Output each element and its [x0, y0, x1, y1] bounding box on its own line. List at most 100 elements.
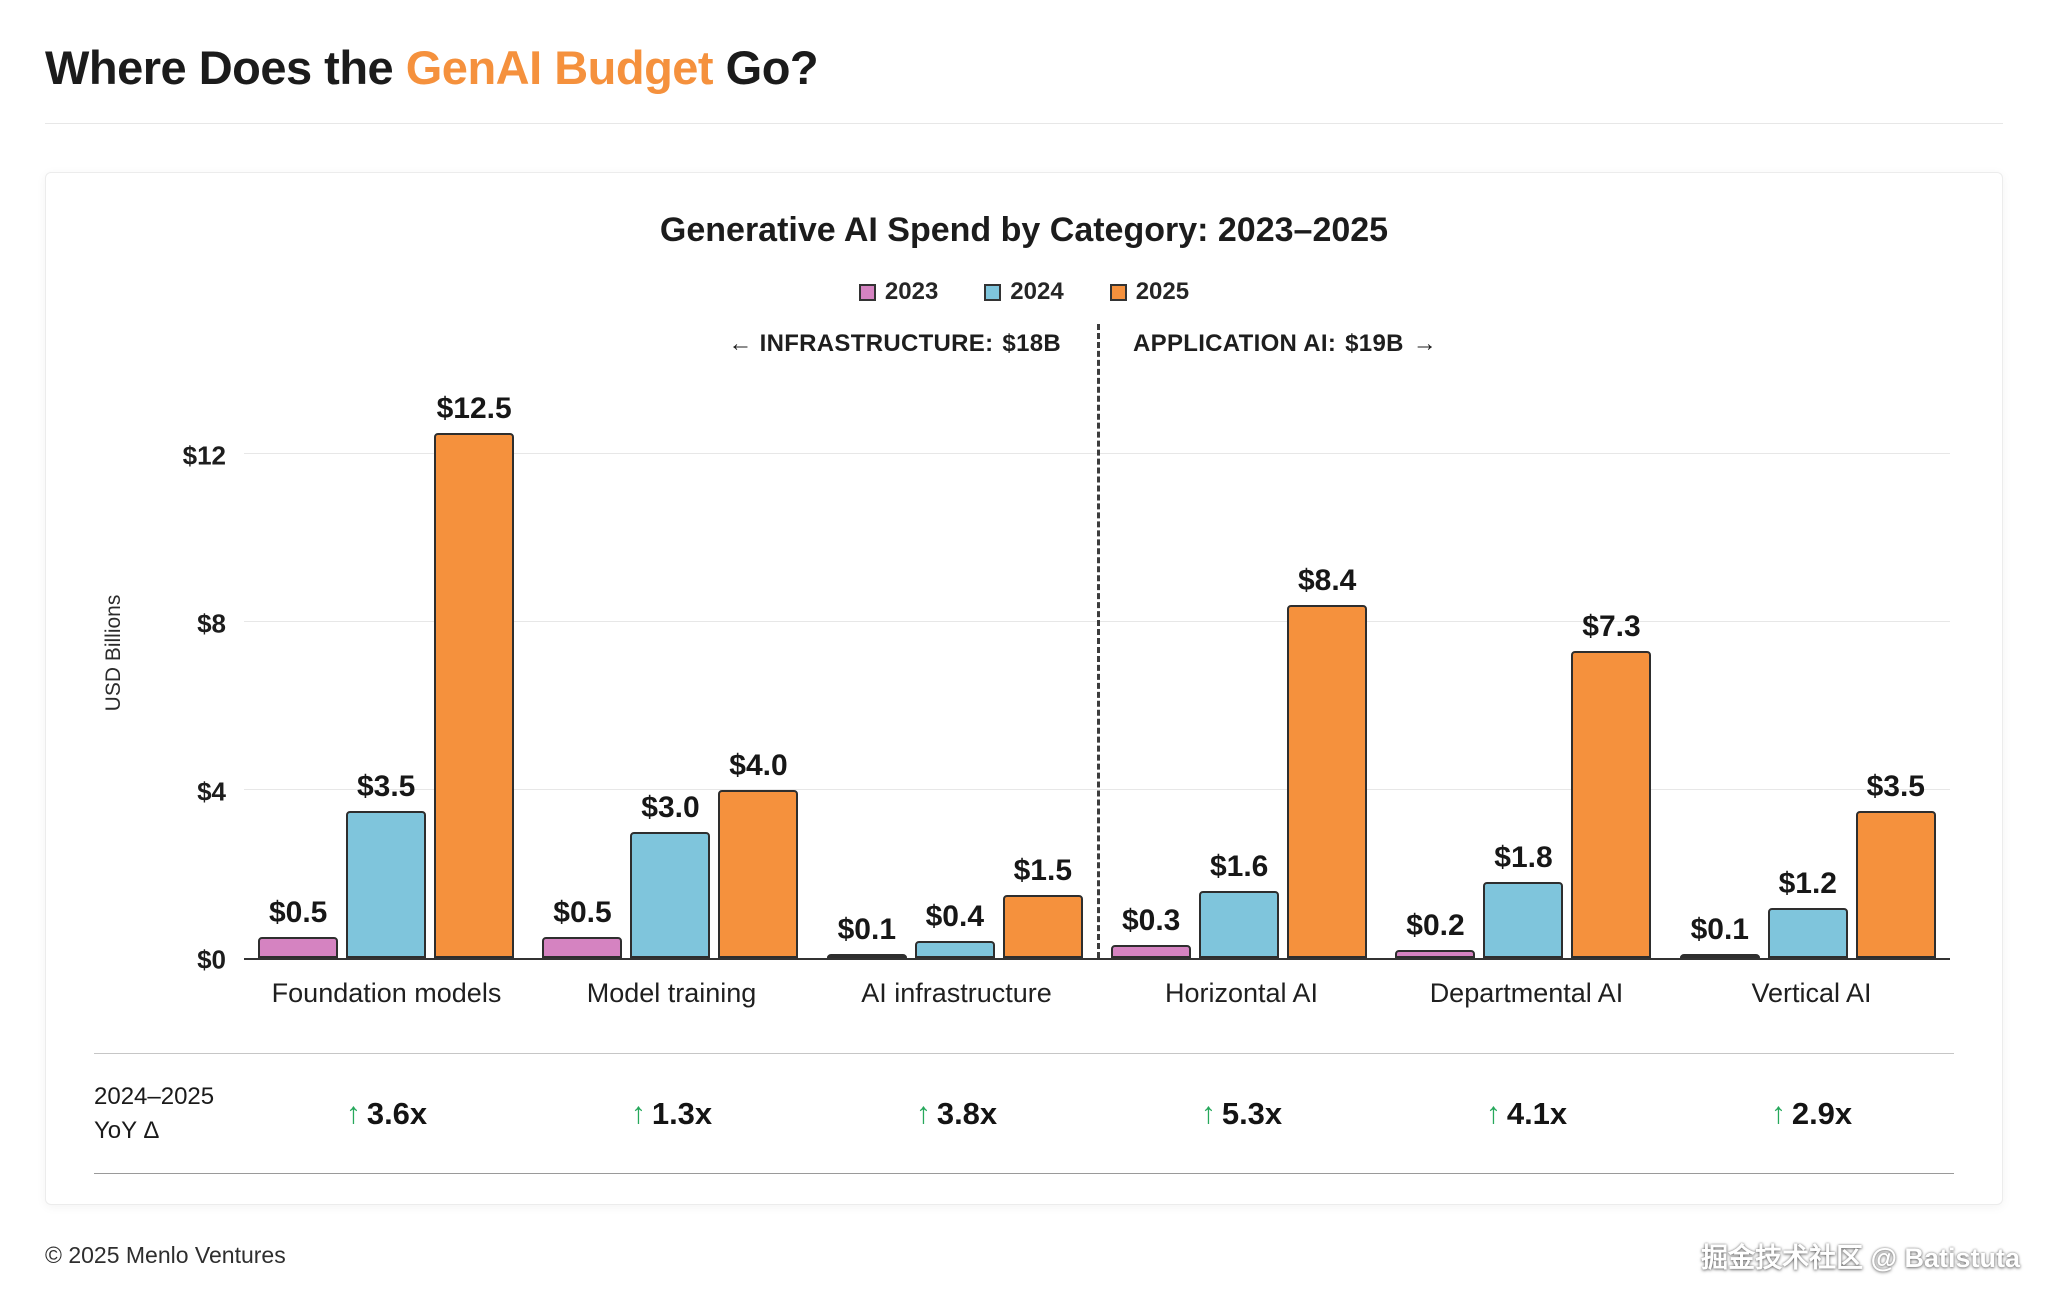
- yoy-cell-model-training: ↑ 1.3x: [529, 1096, 814, 1132]
- bar-value-2025-model-training: $4.0: [729, 749, 788, 782]
- legend-swatch-2025: [1109, 283, 1127, 301]
- yoy-label: 2024–2025 YoY Δ: [94, 1080, 244, 1147]
- footer: © 2025 Menlo Ventures 掘金技术社区 @ Batistuta: [45, 1236, 2020, 1275]
- bar-group-departmental-ai: $0.2 $1.8 $7.3: [1381, 320, 1665, 958]
- bar-groups: $0.5 $3.5 $12.5 $0.5 $3.0 $4.0 $0.1 $0.4 $1.5 $0.…: [244, 320, 1950, 958]
- x-axis-label-ai-infrastructure: AI infrastructure: [861, 978, 1052, 1008]
- bar-group-vertical-ai: $0.1 $1.2 $3.5: [1666, 320, 1950, 958]
- bar-2024-horizontal-ai: $1.6: [1199, 850, 1280, 958]
- y-tick-label-4: $4: [197, 776, 226, 807]
- chart-title: Generative AI Spend by Category: 2023–20…: [659, 211, 1389, 249]
- yoy-row: 2024–2025 YoY Δ ↑ 3.6x ↑ 1.3x ↑ 3.8x ↑ 5.3x ↑ 4.1…: [94, 1053, 1954, 1175]
- yoy-value-departmental-ai: 4.1x: [1506, 1095, 1568, 1131]
- yoy-cell-foundation-models: ↑ 3.6x: [244, 1096, 529, 1132]
- yoy-value-foundation-models: 3.6x: [366, 1095, 428, 1131]
- bar-value-2023-vertical-ai: $0.1: [1690, 912, 1749, 946]
- chart-card: Generative AI Spend by Category: 2023–20…: [45, 172, 2003, 1206]
- up-arrow-icon: ↑: [1770, 1096, 1786, 1130]
- yoy-value-vertical-ai: 2.9x: [1791, 1095, 1853, 1131]
- annotation-application: APPLICATION AI: $19B →: [1133, 330, 1437, 358]
- y-axis-ticks: $0 $4 $8 $12: [94, 320, 244, 975]
- legend-swatch-2024: [984, 283, 1002, 301]
- bar-value-2025-departmental-ai: $7.3: [1582, 610, 1641, 644]
- bar-2025-departmental-ai: $7.3: [1571, 610, 1652, 958]
- yoy-cell-departmental-ai: ↑ 4.1x: [1384, 1096, 1669, 1132]
- legend-label-2023: 2023: [884, 278, 939, 305]
- up-arrow-icon: ↑: [1485, 1096, 1501, 1130]
- bar-2023-vertical-ai: $0.1: [1679, 913, 1760, 958]
- up-arrow-icon: ↑: [1200, 1096, 1216, 1130]
- bar-2024-vertical-ai: $1.2: [1767, 867, 1848, 958]
- bar-value-2023-ai-infrastructure: $0.1: [837, 912, 897, 946]
- yoy-label-line1: 2024–2025: [94, 1083, 215, 1110]
- legend-item-2024: 2024: [984, 278, 1064, 306]
- x-labels: Foundation models Model training AI infras…: [244, 960, 1954, 1009]
- yoy-value-horizontal-ai: 5.3x: [1221, 1095, 1283, 1131]
- legend-label-2024: 2024: [1010, 278, 1064, 305]
- yoy-cell-vertical-ai: ↑ 2.9x: [1669, 1096, 1954, 1132]
- x-axis-label-foundation-models: Foundation models: [271, 978, 502, 1008]
- bar-2025-model-training: $4.0: [718, 749, 799, 958]
- annotation-application-label: APPLICATION AI:: [1133, 330, 1337, 357]
- bar-2025-horizontal-ai: $8.4: [1287, 564, 1368, 958]
- section-divider-dashed: [1097, 324, 1100, 958]
- bar-value-2025-horizontal-ai: $8.4: [1297, 564, 1357, 598]
- x-axis-label-model-training: Model training: [586, 978, 757, 1008]
- annotation-infrastructure: ← INFRASTRUCTURE: $18B: [728, 330, 1061, 358]
- x-axis-label-horizontal-ai: Horizontal AI: [1164, 978, 1319, 1008]
- annotation-infrastructure-value: $18B: [1002, 330, 1061, 357]
- legend-swatch-2023: [858, 283, 876, 301]
- bar-group-foundation-models: $0.5 $3.5 $12.5: [244, 320, 528, 958]
- bar-2023-horizontal-ai: $0.3: [1111, 904, 1192, 958]
- legend-label-2025: 2025: [1135, 278, 1190, 305]
- yoy-cell-horizontal-ai: ↑ 5.3x: [1099, 1096, 1384, 1132]
- bar-group-horizontal-ai: $0.3 $1.6 $8.4: [1097, 320, 1381, 958]
- bar-value-2025-vertical-ai: $3.5: [1866, 770, 1925, 803]
- bar-2024-foundation-models: $3.5: [346, 770, 427, 958]
- page-title-suffix: Go?: [713, 41, 819, 94]
- up-arrow-icon: ↑: [915, 1096, 931, 1130]
- yoy-label-line2: YoY Δ: [94, 1116, 160, 1144]
- annotation-application-value: $19B: [1345, 330, 1404, 357]
- bar-2024-model-training: $3.0: [630, 791, 711, 958]
- title-divider: [45, 123, 2003, 124]
- bar-value-2024-model-training: $3.0: [641, 791, 700, 824]
- y-tick-label-12: $12: [182, 440, 226, 471]
- x-axis-label-departmental-ai: Departmental AI: [1429, 978, 1624, 1008]
- y-tick-label-0: $0: [197, 944, 226, 975]
- bar-value-2023-foundation-models: $0.5: [268, 896, 328, 929]
- bar-value-2024-vertical-ai: $1.2: [1778, 866, 1837, 900]
- watermark: 掘金技术社区 @ Batistuta: [1701, 1243, 2020, 1273]
- legend: 2023 2024 2025: [94, 278, 1954, 306]
- bar-2023-foundation-models: $0.5: [258, 896, 339, 958]
- up-arrow-icon: ↑: [630, 1096, 646, 1130]
- bar-group-model-training: $0.5 $3.0 $4.0: [528, 320, 812, 958]
- page-title-accent: GenAI Budget: [405, 41, 714, 94]
- bar-value-2025-ai-infrastructure: $1.5: [1013, 854, 1073, 887]
- yoy-value-ai-infrastructure: 3.8x: [936, 1095, 998, 1131]
- page-title-prefix: Where Does the: [45, 41, 406, 94]
- plot-row: USD Billions $0 $4 $8 $12 ← INFRASTRUCTURE:…: [94, 320, 1954, 975]
- y-axis: USD Billions $0 $4 $8 $12: [94, 320, 244, 975]
- bar-value-2024-ai-infrastructure: $0.4: [925, 900, 985, 934]
- yoy-value-model-training: 1.3x: [651, 1095, 713, 1131]
- bar-2024-departmental-ai: $1.8: [1483, 841, 1564, 958]
- bar-value-2025-foundation-models: $12.5: [436, 392, 512, 425]
- bar-value-2023-departmental-ai: $0.2: [1406, 908, 1465, 942]
- y-tick-label-8: $8: [197, 608, 226, 639]
- bar-2025-ai-infrastructure: $1.5: [1002, 854, 1083, 958]
- bar-value-2024-horizontal-ai: $1.6: [1209, 849, 1269, 883]
- page: Where Does the GenAI Budget Go? Generati…: [45, 28, 2003, 1206]
- legend-item-2023: 2023: [858, 278, 939, 306]
- annotation-infrastructure-label: ← INFRASTRUCTURE:: [728, 330, 994, 357]
- yoy-cell-ai-infrastructure: ↑ 3.8x: [814, 1096, 1099, 1132]
- right-arrow-icon: →: [1412, 330, 1438, 357]
- bar-value-2024-foundation-models: $3.5: [356, 770, 416, 803]
- bar-2024-ai-infrastructure: $0.4: [914, 900, 995, 958]
- plot-area: ← INFRASTRUCTURE: $18B APPLICATION AI: $19…: [244, 320, 1950, 960]
- page-title: Where Does the GenAI Budget Go?: [45, 28, 2003, 123]
- yoy-values: ↑ 3.6x ↑ 1.3x ↑ 3.8x ↑ 5.3x ↑ 4.1x ↑ 2.9x: [244, 1096, 1954, 1132]
- bar-value-2024-departmental-ai: $1.8: [1494, 841, 1553, 875]
- copyright: © 2025 Menlo Ventures: [45, 1242, 286, 1268]
- bar-2023-ai-infrastructure: $0.1: [826, 913, 907, 958]
